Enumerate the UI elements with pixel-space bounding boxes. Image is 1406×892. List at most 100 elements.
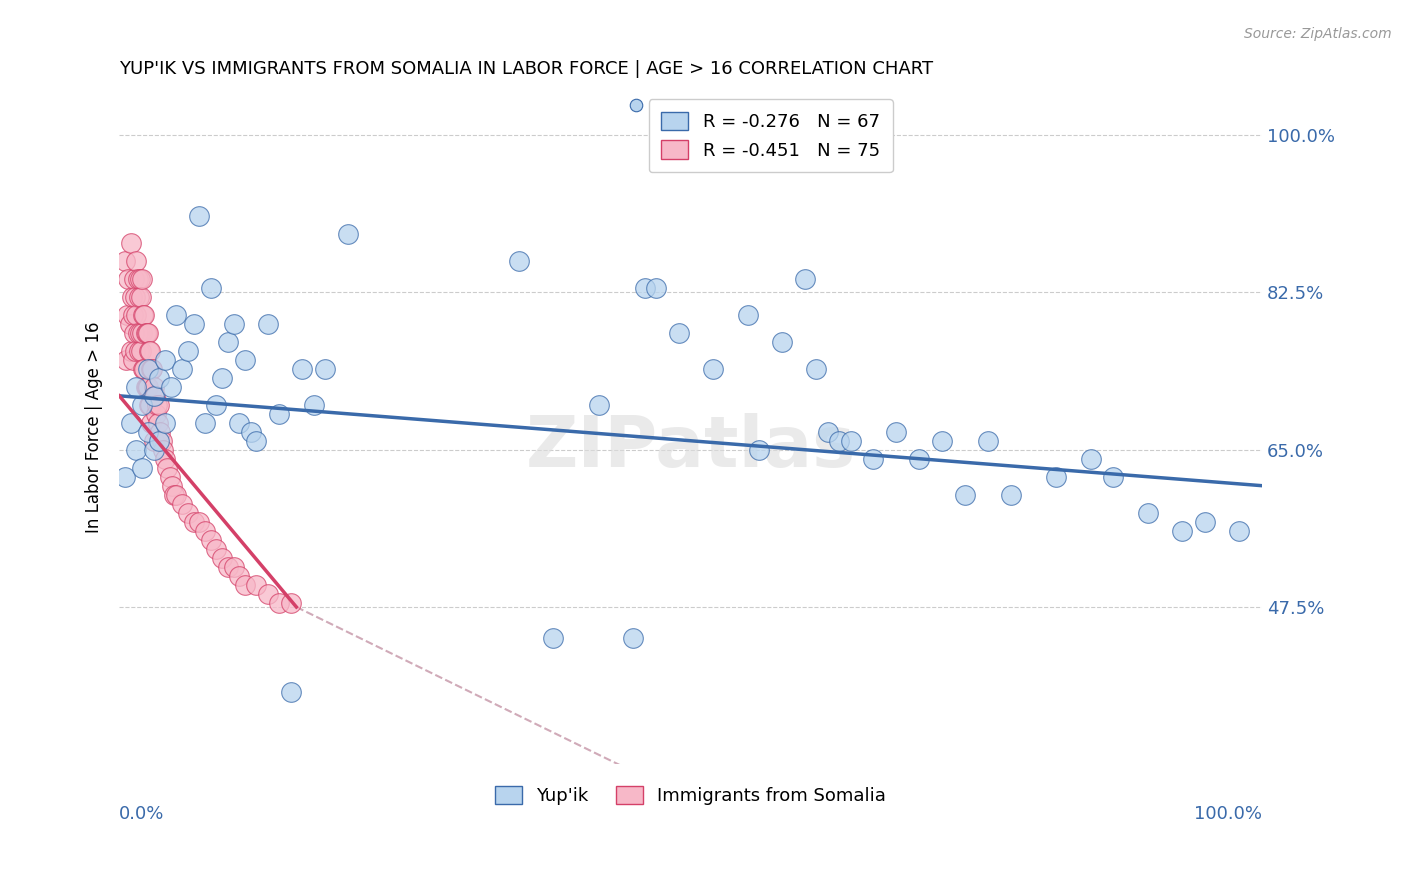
Point (128, 290, 150, 304)
Point (131, 460, 153, 475)
Point (148, 434, 170, 448)
Point (122, 326, 145, 340)
Point (149, 425, 172, 439)
Point (138, 398, 160, 412)
Point (702, 362, 724, 376)
Point (188, 515, 211, 529)
Point (153, 416, 176, 430)
Point (245, 434, 267, 448)
Point (122, 308, 145, 322)
Point (645, 281, 668, 295)
Point (117, 272, 139, 286)
Point (127, 272, 149, 286)
Point (131, 326, 153, 340)
Point (141, 362, 163, 376)
Point (770, 334, 793, 349)
Point (1000, 488, 1022, 502)
Point (194, 524, 217, 538)
Point (217, 559, 239, 574)
Point (280, 595, 302, 609)
Text: YUP'IK VS IMMIGRANTS FROM SOMALIA IN LABOR FORCE | AGE > 16 CORRELATION CHART: YUP'IK VS IMMIGRANTS FROM SOMALIA IN LAB… (120, 60, 934, 78)
Point (143, 389, 166, 403)
Point (131, 398, 153, 412)
Point (131, 272, 153, 286)
Point (142, 434, 165, 448)
Point (839, 434, 862, 448)
Point (211, 550, 233, 565)
Y-axis label: In Labor Force | Age > 16: In Labor Force | Age > 16 (86, 321, 103, 533)
Point (121, 290, 143, 304)
Point (314, 362, 336, 376)
Point (172, 497, 194, 511)
Point (256, 317, 278, 331)
Point (118, 317, 141, 331)
Point (233, 577, 256, 591)
Point (120, 416, 142, 430)
Point (136, 362, 159, 376)
Point (159, 380, 181, 394)
Text: 100.0%: 100.0% (1194, 805, 1263, 822)
Point (156, 460, 179, 475)
Point (634, 281, 657, 295)
Point (138, 343, 160, 358)
Point (1171, 524, 1194, 538)
Point (148, 398, 170, 412)
Point (128, 272, 150, 286)
Legend: Yup'ik, Immigrants from Somalia: Yup'ik, Immigrants from Somalia (484, 775, 897, 816)
Point (125, 380, 148, 394)
Point (817, 425, 839, 439)
Point (188, 209, 211, 223)
Point (139, 398, 162, 412)
Point (183, 515, 205, 529)
Text: 0.0%: 0.0% (120, 805, 165, 822)
Point (976, 434, 998, 448)
Point (269, 407, 291, 421)
Point (200, 533, 222, 547)
Point (136, 425, 159, 439)
Point (508, 254, 530, 268)
Point (280, 685, 302, 699)
Point (543, 632, 565, 646)
Point (228, 416, 250, 430)
Point (256, 586, 278, 600)
Point (908, 451, 931, 466)
Point (148, 371, 170, 385)
Point (862, 451, 884, 466)
Point (125, 254, 148, 268)
Point (177, 343, 200, 358)
Text: ZIPatlas: ZIPatlas (526, 413, 856, 482)
Point (183, 317, 205, 331)
Point (336, 227, 359, 241)
Point (135, 380, 157, 394)
Point (291, 362, 314, 376)
Point (177, 506, 200, 520)
Point (200, 281, 222, 295)
Point (122, 272, 145, 286)
Point (146, 398, 169, 412)
Point (117, 308, 139, 322)
Point (139, 343, 162, 358)
Point (128, 343, 150, 358)
Point (748, 442, 770, 457)
Point (114, 254, 136, 268)
Point (165, 308, 187, 322)
Point (142, 442, 165, 457)
Point (142, 380, 165, 394)
Point (793, 272, 815, 286)
Point (120, 343, 142, 358)
Point (135, 380, 157, 394)
Point (1102, 469, 1125, 483)
Point (141, 416, 163, 430)
Point (302, 398, 325, 412)
Point (122, 352, 145, 367)
Point (588, 398, 610, 412)
Point (132, 308, 155, 322)
Point (172, 362, 194, 376)
Point (953, 488, 976, 502)
Point (134, 308, 156, 322)
Point (160, 478, 183, 492)
Point (806, 362, 828, 376)
Point (159, 469, 181, 483)
Point (132, 362, 155, 376)
Point (153, 352, 176, 367)
